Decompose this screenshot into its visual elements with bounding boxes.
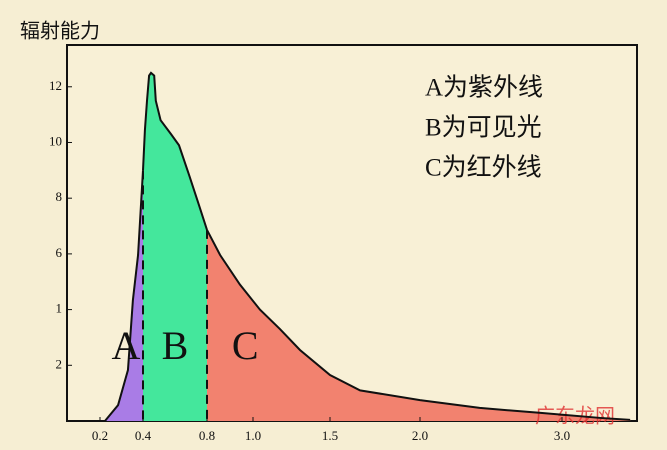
outline (206, 229, 631, 421)
x-tick-label: 0.2 (92, 428, 108, 443)
annotation: B为可见光 (425, 114, 542, 142)
x-tick-label: 1.5 (322, 428, 338, 443)
area (207, 229, 631, 421)
y-tick-label: 1 (56, 301, 63, 316)
y-tick-label: 2 (56, 356, 63, 371)
y-tick-label: 6 (56, 245, 63, 260)
y-tick-label: 12 (49, 78, 62, 93)
y-axis-label: 辐射能力 (20, 20, 100, 43)
x-tick-label: 1.0 (245, 428, 261, 443)
annotation: C为红外线 (425, 154, 542, 182)
outline (142, 71, 208, 231)
x-tick-label: 2.0 (412, 428, 428, 443)
y-tick-label: 8 (56, 189, 63, 204)
x-tick-label: 0.8 (199, 428, 215, 443)
outline (104, 170, 144, 422)
y-tick-label: 10 (49, 133, 62, 148)
area (104, 170, 143, 421)
region-label: C (232, 323, 259, 368)
area (143, 72, 207, 421)
annotation: A为紫外线 (425, 74, 543, 102)
region-label: B (162, 323, 189, 368)
x-tick-label: 0.4 (135, 428, 152, 443)
x-tick-label: 3.0 (554, 428, 570, 443)
region-label: A (112, 323, 141, 368)
